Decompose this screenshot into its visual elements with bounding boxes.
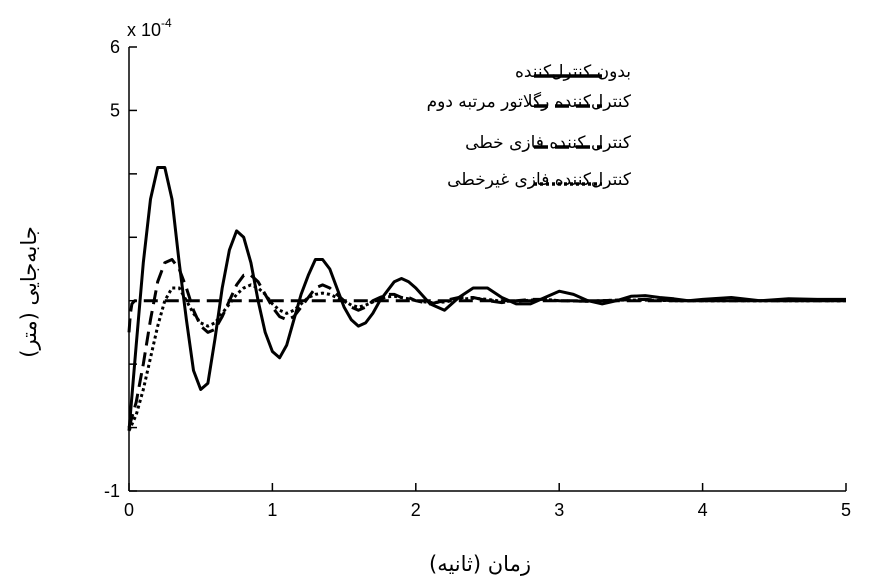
- axes: [128, 47, 846, 492]
- legend-label-2: کنترل‌کننده رگلاتور مرتبه دوم: [427, 91, 632, 112]
- series-line-4: [127, 283, 846, 432]
- x-tick-label: 5: [841, 500, 851, 520]
- y-tick-label: 5: [110, 100, 120, 120]
- x-tick-label: 0: [124, 500, 134, 520]
- x-axis-label: زمان (ثانیه): [429, 552, 531, 576]
- x-tick-label: 2: [411, 500, 421, 520]
- y-multiplier-label: x 10-4: [127, 16, 172, 40]
- series-line-2: [127, 299, 846, 333]
- series-line-3: [127, 258, 846, 429]
- y-axis-label: جابه‌جایی (متر): [17, 226, 41, 357]
- x-tick-label: 4: [698, 500, 708, 520]
- legend: بدون کنترل‌کننده کنترل‌کننده رگلاتور مرتب…: [427, 62, 632, 190]
- y-tick-label: -1: [104, 481, 120, 501]
- x-tick-label: 1: [267, 500, 277, 520]
- y-tick-label: 6: [110, 37, 120, 57]
- legend-label-1: بدون کنترل‌کننده: [515, 62, 631, 82]
- x-tick-label: 3: [554, 500, 564, 520]
- legend-label-3: کنترل کننده فازی خطی: [465, 133, 632, 153]
- series-line-1: [127, 166, 846, 431]
- legend-label-4: کنترل‌کننده فازی غیرخطی: [447, 170, 632, 190]
- plot-lines: [127, 166, 846, 432]
- ticks: 0 1 2 3 4 5 -1 5 6: [104, 37, 851, 520]
